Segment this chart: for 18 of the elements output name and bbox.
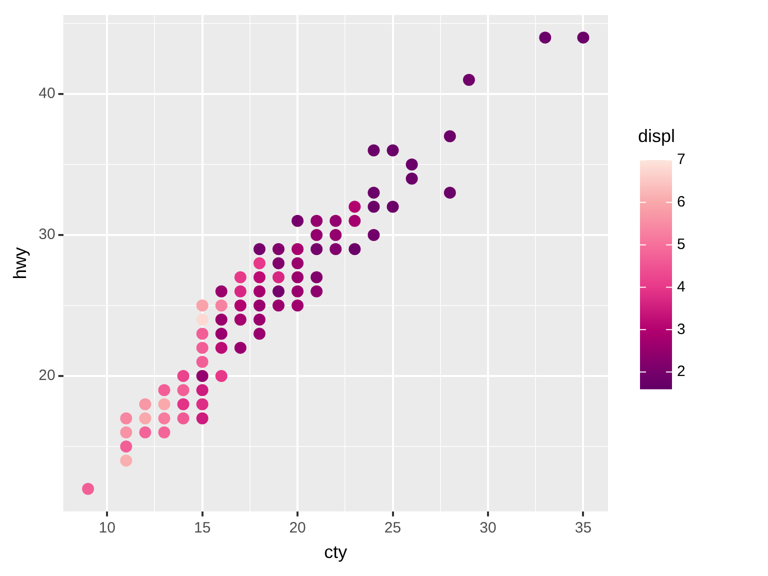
x-axis-title: cty (324, 542, 348, 562)
color-bar-label: 6 (677, 194, 686, 211)
y-axis-title: hwy (10, 247, 30, 280)
color-bar-label: 2 (677, 363, 686, 380)
color-bar-label: 4 (677, 278, 686, 296)
x-tick-label: 15 (194, 520, 211, 537)
x-tick-label: 25 (384, 520, 402, 537)
x-tick-label: 10 (98, 520, 116, 537)
x-tick-label: 20 (289, 520, 306, 537)
color-bar-label: 5 (677, 236, 686, 253)
x-tick-label: 35 (574, 520, 592, 537)
y-tick-label: 40 (38, 85, 56, 102)
y-tick-label: 30 (38, 226, 56, 244)
y-tick-label: 20 (38, 367, 56, 384)
color-bar-title: displ (638, 126, 676, 146)
color-bar-label: 3 (677, 320, 686, 338)
x-tick-label: 30 (480, 520, 496, 537)
color-bar-label: 7 (677, 151, 686, 168)
